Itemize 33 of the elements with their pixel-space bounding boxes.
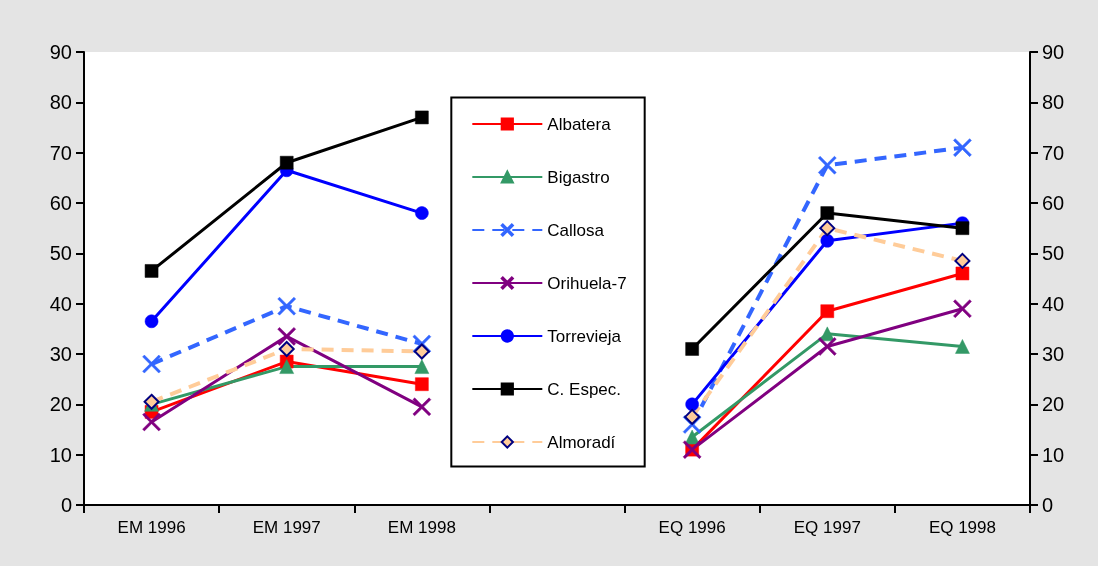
- y2-tick-label: 50: [1042, 242, 1065, 265]
- y-tick-label: 80: [49, 91, 72, 114]
- y-tick-label: 70: [49, 141, 72, 164]
- y-tick-label: 10: [49, 443, 72, 466]
- legend-label: Orihuela-7: [547, 273, 627, 293]
- y-tick-label: 40: [49, 292, 72, 315]
- y2-tick-label: 30: [1042, 343, 1065, 365]
- y-tick-label: 0: [60, 494, 72, 516]
- x-tick-label: EQ 1998: [928, 518, 996, 537]
- legend-label: C. Espec.: [547, 379, 622, 399]
- y2-tick-label: 80: [1042, 91, 1065, 114]
- y2-tick-label: 70: [1042, 141, 1065, 164]
- x-tick-label: EM 1996: [117, 518, 186, 537]
- y2-tick-label: 10: [1042, 443, 1065, 466]
- y-tick-label: 60: [49, 192, 72, 214]
- legend-label: Albatera: [547, 114, 612, 134]
- y-tick-label: 20: [49, 393, 72, 416]
- legend-label: Almoradí: [547, 432, 616, 452]
- y2-tick-label: 0: [1042, 494, 1054, 516]
- y-tick-label: 30: [49, 343, 72, 365]
- legend-label: Callosa: [547, 220, 605, 240]
- legend-label: Torrevieja: [547, 326, 622, 346]
- x-tick-label: EM 1998: [387, 518, 456, 537]
- x-tick-label: EQ 1996: [658, 518, 726, 537]
- x-tick-label: EM 1997: [252, 518, 321, 537]
- y-tick-label: 90: [49, 41, 72, 63]
- y2-tick-label: 60: [1042, 192, 1065, 214]
- y-tick-label: 50: [49, 242, 72, 265]
- legend-label: Bigastro: [547, 167, 610, 187]
- y2-tick-label: 40: [1042, 292, 1065, 315]
- x-tick-label: EQ 1997: [793, 518, 861, 537]
- y2-tick-label: 90: [1042, 41, 1065, 63]
- y2-tick-label: 20: [1042, 393, 1065, 416]
